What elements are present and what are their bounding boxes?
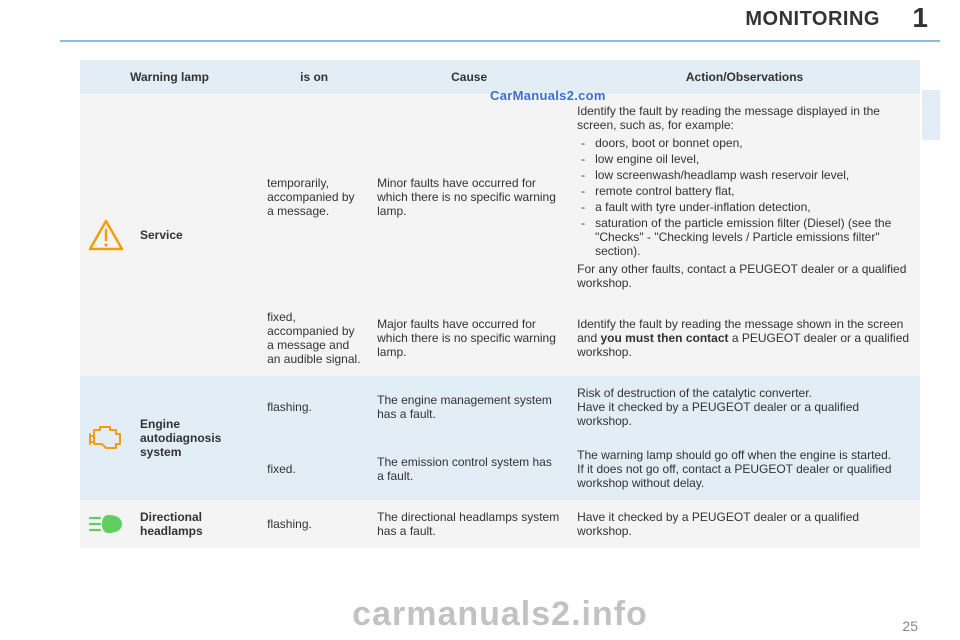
page-number: 25 bbox=[902, 618, 918, 634]
ison-service-b: fixed, accompanied by a message and an a… bbox=[259, 300, 369, 376]
col-header-lamp: Warning lamp bbox=[80, 60, 259, 94]
action-line: The warning lamp should go off when the … bbox=[577, 448, 912, 462]
warning-triangle-icon bbox=[88, 219, 124, 251]
page-container: MONITORING 1 CarManuals2.com Warning lam… bbox=[60, 0, 940, 640]
action-bold: you must then contact bbox=[600, 331, 728, 345]
action-intro: Identify the fault by reading the messag… bbox=[577, 104, 912, 132]
cause-service-a: Minor faults have occurred for which the… bbox=[369, 94, 569, 300]
cause-engine-b: The emission control system has a fault. bbox=[369, 438, 569, 500]
ison-headlamps: flashing. bbox=[259, 500, 369, 548]
action-line: Risk of destruction of the catalytic con… bbox=[577, 386, 912, 400]
page-title: MONITORING bbox=[745, 8, 880, 31]
cause-service-b: Major faults have occurred for which the… bbox=[369, 300, 569, 376]
list-item: remote control battery flat, bbox=[577, 184, 912, 198]
list-item: a fault with tyre under-inflation detect… bbox=[577, 200, 912, 214]
action-service-a: Identify the fault by reading the messag… bbox=[569, 94, 920, 300]
side-tab bbox=[922, 90, 940, 140]
list-item: saturation of the particle emission filt… bbox=[577, 216, 912, 258]
action-engine-b: The warning lamp should go off when the … bbox=[569, 438, 920, 500]
icon-cell-service bbox=[80, 94, 132, 376]
col-header-cause: Cause bbox=[369, 60, 569, 94]
cause-engine-a: The engine management system has a fault… bbox=[369, 376, 569, 438]
cause-headlamps: The directional headlamps system has a f… bbox=[369, 500, 569, 548]
section-number: 1 bbox=[912, 2, 928, 34]
table-row: Engine autodiagnosis system flashing. Th… bbox=[80, 376, 920, 438]
headlamp-icon bbox=[88, 513, 124, 535]
page-header: MONITORING 1 bbox=[60, 0, 940, 42]
action-line: If it does not go off, contact a PEUGEOT… bbox=[577, 462, 912, 490]
action-service-b: Identify the fault by reading the messag… bbox=[569, 300, 920, 376]
col-header-action: Action/Observations bbox=[569, 60, 920, 94]
table-row: Service temporarily, accompanied by a me… bbox=[80, 94, 920, 300]
ison-service-a: temporarily, accompanied by a message. bbox=[259, 94, 369, 300]
list-item: low engine oil level, bbox=[577, 152, 912, 166]
list-item: doors, boot or bonnet open, bbox=[577, 136, 912, 150]
action-line: Have it checked by a PEUGEOT dealer or a… bbox=[577, 400, 912, 428]
lamp-name-headlamps: Directional headlamps bbox=[132, 500, 259, 548]
action-engine-a: Risk of destruction of the catalytic con… bbox=[569, 376, 920, 438]
action-headlamps: Have it checked by a PEUGEOT dealer or a… bbox=[569, 500, 920, 548]
table-row: Directional headlamps flashing. The dire… bbox=[80, 500, 920, 548]
col-header-ison: is on bbox=[259, 60, 369, 94]
action-list: doors, boot or bonnet open, low engine o… bbox=[577, 136, 912, 258]
table-header-row: Warning lamp is on Cause Action/Observat… bbox=[80, 60, 920, 94]
lamp-name-service: Service bbox=[132, 94, 259, 376]
ison-engine-b: fixed. bbox=[259, 438, 369, 500]
ison-engine-a: flashing. bbox=[259, 376, 369, 438]
action-outro: For any other faults, contact a PEUGEOT … bbox=[577, 262, 912, 290]
lamp-name-engine: Engine autodiagnosis system bbox=[132, 376, 259, 500]
engine-icon bbox=[88, 424, 124, 452]
icon-cell-headlamps bbox=[80, 500, 132, 548]
list-item: low screenwash/headlamp wash reservoir l… bbox=[577, 168, 912, 182]
watermark-bottom: carmanuals2.info bbox=[60, 595, 940, 634]
icon-cell-engine bbox=[80, 376, 132, 500]
warning-lamp-table: Warning lamp is on Cause Action/Observat… bbox=[80, 60, 920, 548]
